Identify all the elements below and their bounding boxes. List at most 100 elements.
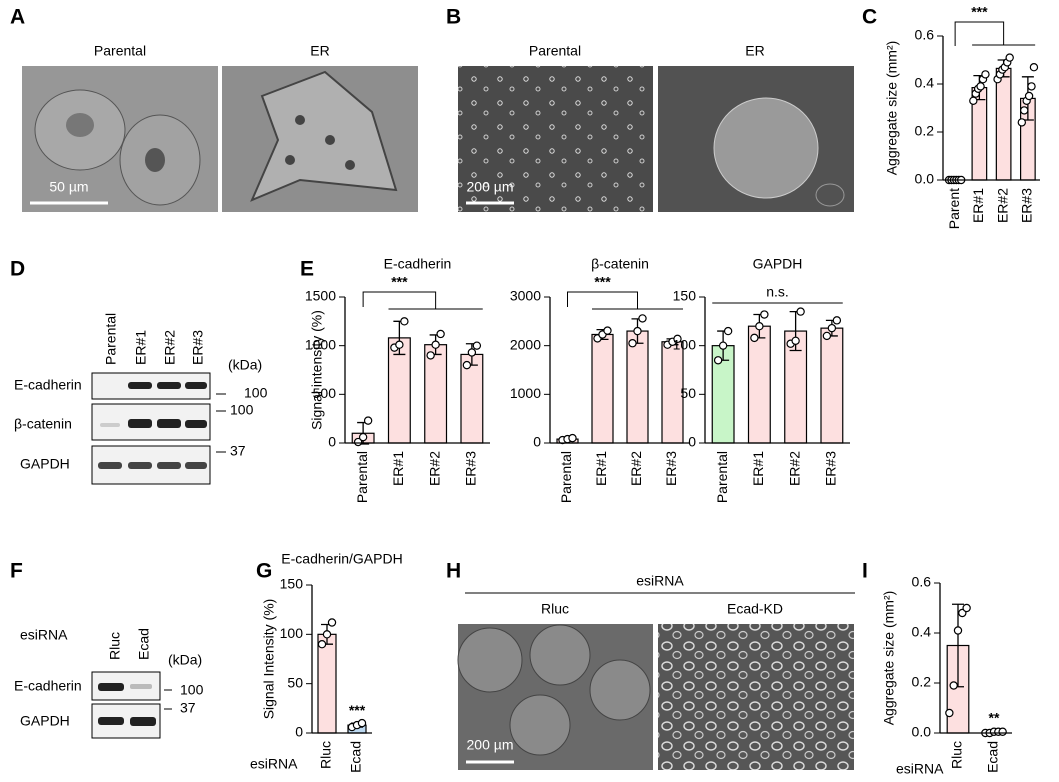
y-tick-label: 0.0 <box>915 171 935 187</box>
data-point <box>796 307 805 316</box>
y-tick-label: 2000 <box>510 336 541 352</box>
micrograph <box>458 66 653 212</box>
y-tick-label: 3000 <box>510 288 541 304</box>
data-point <box>1017 118 1027 127</box>
y-tick-label: 1000 <box>305 336 336 352</box>
data-point <box>363 416 373 425</box>
marker-label: 100 <box>244 385 268 401</box>
data-point <box>822 331 832 341</box>
y-tick-label: 0 <box>328 434 336 450</box>
x-tick-label: Parental <box>558 451 574 503</box>
y-tick-label: 1500 <box>305 288 336 304</box>
y-tick-label: 0 <box>295 724 303 740</box>
lane-label: ER#3 <box>190 330 206 365</box>
data-point <box>949 681 958 690</box>
data-point <box>718 341 728 350</box>
data-point <box>750 333 759 343</box>
micrograph <box>222 66 418 212</box>
bar <box>747 325 771 444</box>
panel-label: D <box>10 258 25 281</box>
significance-bracket <box>362 291 483 310</box>
y-tick-label: 50 <box>680 385 696 401</box>
data-point <box>462 360 472 370</box>
data-point <box>426 351 435 360</box>
data-point <box>976 82 985 91</box>
row-label: β-catenin <box>14 416 72 432</box>
image-label: Rluc <box>541 601 569 617</box>
data-point <box>603 326 612 335</box>
significance-label: ** <box>989 710 1000 726</box>
y-tick-label: 0.0 <box>912 724 932 740</box>
micrograph <box>457 624 653 770</box>
data-point <box>395 340 404 349</box>
y-axis-title: Aggregate size (mm²) <box>884 41 900 176</box>
scale-bar-label: 50 µm <box>49 179 88 195</box>
data-point <box>357 718 367 728</box>
data-point <box>431 340 440 349</box>
image-label: ER <box>310 43 329 59</box>
y-tick-label: 500 <box>313 385 337 401</box>
marker-label: 37 <box>180 700 196 716</box>
lane-label: Parental <box>103 313 119 365</box>
marker-label: 37 <box>230 443 246 459</box>
x-tick-label: ER#2 <box>786 451 802 486</box>
data-point <box>467 348 477 357</box>
marker-label: 100 <box>230 402 254 418</box>
chart-title: E-cadherin/GAPDH <box>281 551 402 567</box>
data-point <box>472 341 482 350</box>
significance-label: *** <box>349 702 366 718</box>
bar <box>317 633 337 734</box>
panel-label: F <box>10 560 23 583</box>
data-point <box>353 437 363 447</box>
x-tick-label: ER#1 <box>390 451 406 486</box>
panel-label: I <box>862 560 868 583</box>
y-tick-label: 0 <box>688 434 696 450</box>
marker-tick <box>164 689 172 710</box>
panel-label: C <box>862 6 877 29</box>
data-point <box>953 626 963 635</box>
data-point <box>1024 91 1034 101</box>
image-label: Ecad-KD <box>727 601 783 617</box>
data-point <box>962 603 971 613</box>
bar <box>820 327 844 444</box>
x-tick-label: ER#3 <box>823 451 839 486</box>
data-point <box>1020 106 1029 115</box>
marker-label: 100 <box>180 682 204 698</box>
x-tick-label: Parental <box>714 451 730 503</box>
data-point <box>638 314 647 323</box>
significance-label: n.s. <box>766 284 789 300</box>
micrograph <box>658 624 854 770</box>
data-point <box>358 432 368 442</box>
data-point <box>568 433 577 443</box>
y-tick-label: 100 <box>673 336 697 352</box>
image-label: ER <box>745 43 764 59</box>
micrograph <box>22 66 218 212</box>
y-axis-title: Signal intensity (%) <box>309 310 325 430</box>
image-label: Parental <box>94 43 146 59</box>
x-axis-title: esiRNA <box>896 761 944 777</box>
row-label: GAPDH <box>20 713 70 729</box>
lane-label: ER#1 <box>133 330 149 365</box>
data-point <box>327 618 337 627</box>
bar <box>424 344 448 444</box>
y-tick-label: 1000 <box>510 385 541 401</box>
y-tick-label: 100 <box>280 625 304 641</box>
x-tick-label: ER#1 <box>593 451 609 486</box>
y-tick-label: 0.4 <box>915 75 935 91</box>
chart-title: GAPDH <box>753 256 803 272</box>
y-tick-label: 0.2 <box>912 674 932 690</box>
x-tick-label: ER#3 <box>1019 188 1035 223</box>
y-tick-label: 0.6 <box>915 27 935 43</box>
panel-label: G <box>256 560 272 583</box>
chart-title: E-cadherin <box>384 256 452 272</box>
panel-label: A <box>10 6 25 29</box>
y-tick-label: 50 <box>287 674 303 690</box>
unit-label: (kDa) <box>228 357 262 373</box>
lane-label: ER#2 <box>162 330 178 365</box>
data-point <box>436 329 445 339</box>
x-axis-title: esiRNA <box>250 756 298 772</box>
x-tick-label: ER#2 <box>994 188 1010 223</box>
x-tick-label: ER#2 <box>426 451 442 486</box>
panel-label: H <box>446 560 461 583</box>
